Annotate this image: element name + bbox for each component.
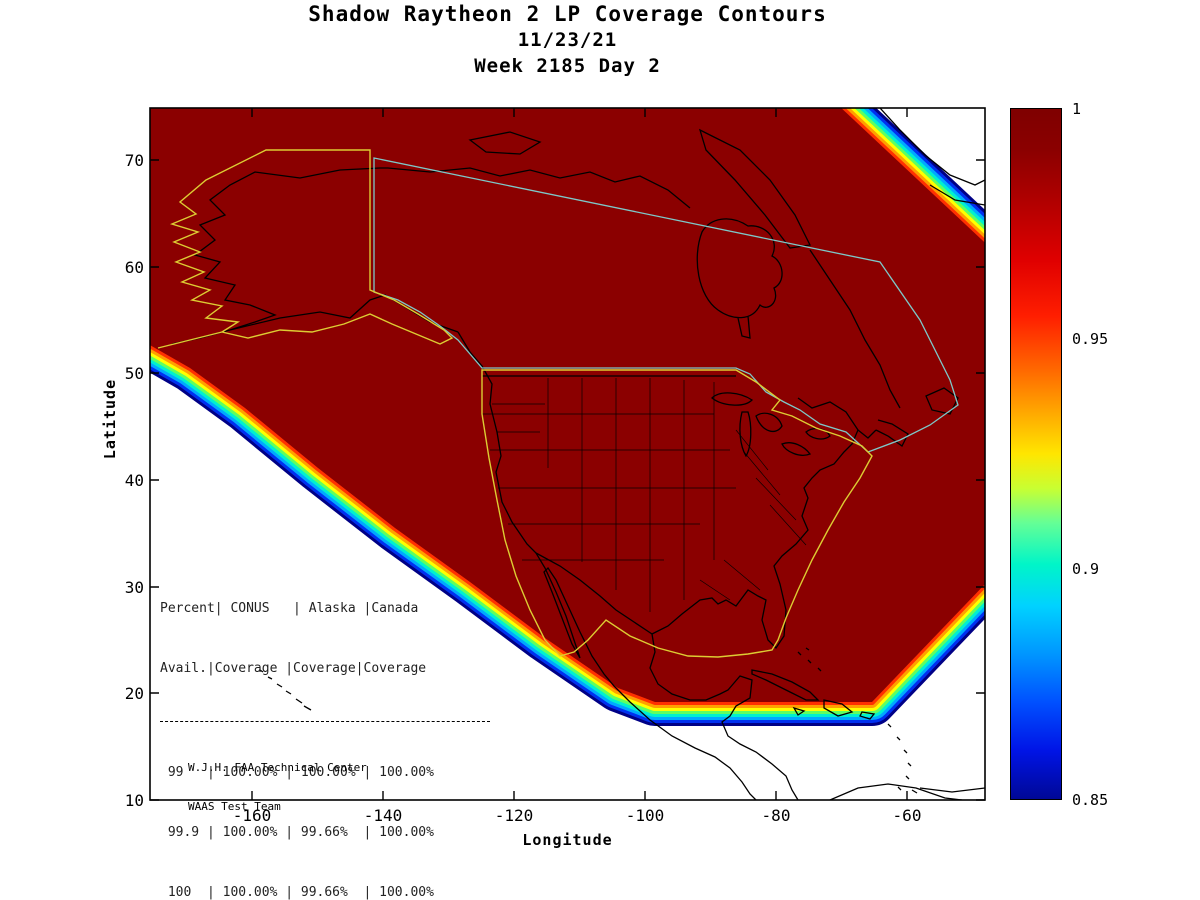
coastlines: [171, 108, 985, 800]
alaska-service-boundary: [157, 149, 454, 349]
state-borders: [482, 378, 807, 612]
y-tick-60: 60: [124, 258, 144, 277]
y-tick-50: 50: [124, 364, 144, 383]
table-separator-dashed-line: [160, 721, 490, 722]
x-tick-neg120: -120: [494, 806, 534, 825]
plot-box: [149, 107, 986, 801]
coverage-stats-row-99: 99 | 100.00% | 100.00% | 100.00%: [160, 765, 434, 780]
attribution-line-2: WAAS Test Team: [188, 800, 281, 813]
attribution-text: W.J.H. FAA Technical Center WAAS Test Te…: [188, 735, 367, 839]
colorbar-tick-085: 0.85: [1072, 791, 1109, 809]
coverage-contours: [150, 108, 985, 726]
attribution-line-1: W.J.H. FAA Technical Center: [188, 761, 367, 774]
plot-title: Shadow Raytheon 2 LP Coverage Contours: [308, 2, 827, 26]
y-axis-label: Latitude: [101, 378, 119, 460]
colorbar: [1010, 108, 1062, 800]
canada-service-boundary: [373, 157, 959, 453]
y-tick-10: 10: [124, 791, 144, 810]
y-tick-20: 20: [124, 684, 144, 703]
map-layers: [150, 108, 985, 800]
y-tick-70: 70: [124, 151, 144, 170]
colorbar-tick-095: 0.95: [1072, 330, 1109, 348]
conus-service-boundary: [481, 369, 873, 658]
x-tick-neg100: -100: [625, 806, 665, 825]
colorbar-tick-09: 0.9: [1072, 560, 1100, 578]
y-tick-30: 30: [124, 578, 144, 597]
colorbar-tick-1: 1: [1072, 100, 1082, 118]
x-tick-neg140: -140: [363, 806, 403, 825]
x-axis-label: Longitude: [522, 831, 613, 849]
plot-date: 11/23/21: [517, 29, 618, 51]
plot-week: Week 2185 Day 2: [474, 55, 661, 77]
coverage-stats-row-100: 100 | 100.00% | 99.66% | 100.00%: [160, 885, 434, 900]
axis-ticks: [150, 108, 985, 801]
x-tick-neg80: -80: [761, 806, 791, 825]
x-tick-neg60: -60: [892, 806, 922, 825]
coverage-stats-table: Percent| CONUS | Alaska |Canada Avail.|C…: [160, 559, 490, 900]
coverage-stats-row-999: 99.9 | 100.00% | 99.66% | 100.00%: [160, 825, 434, 840]
coverage-stats-header-1: Percent| CONUS | Alaska |Canada: [160, 601, 419, 616]
x-tick-neg160: -160: [232, 806, 272, 825]
coverage-stats-header-2: Avail.|Coverage |Coverage|Coverage: [160, 661, 427, 676]
y-tick-40: 40: [124, 471, 144, 490]
